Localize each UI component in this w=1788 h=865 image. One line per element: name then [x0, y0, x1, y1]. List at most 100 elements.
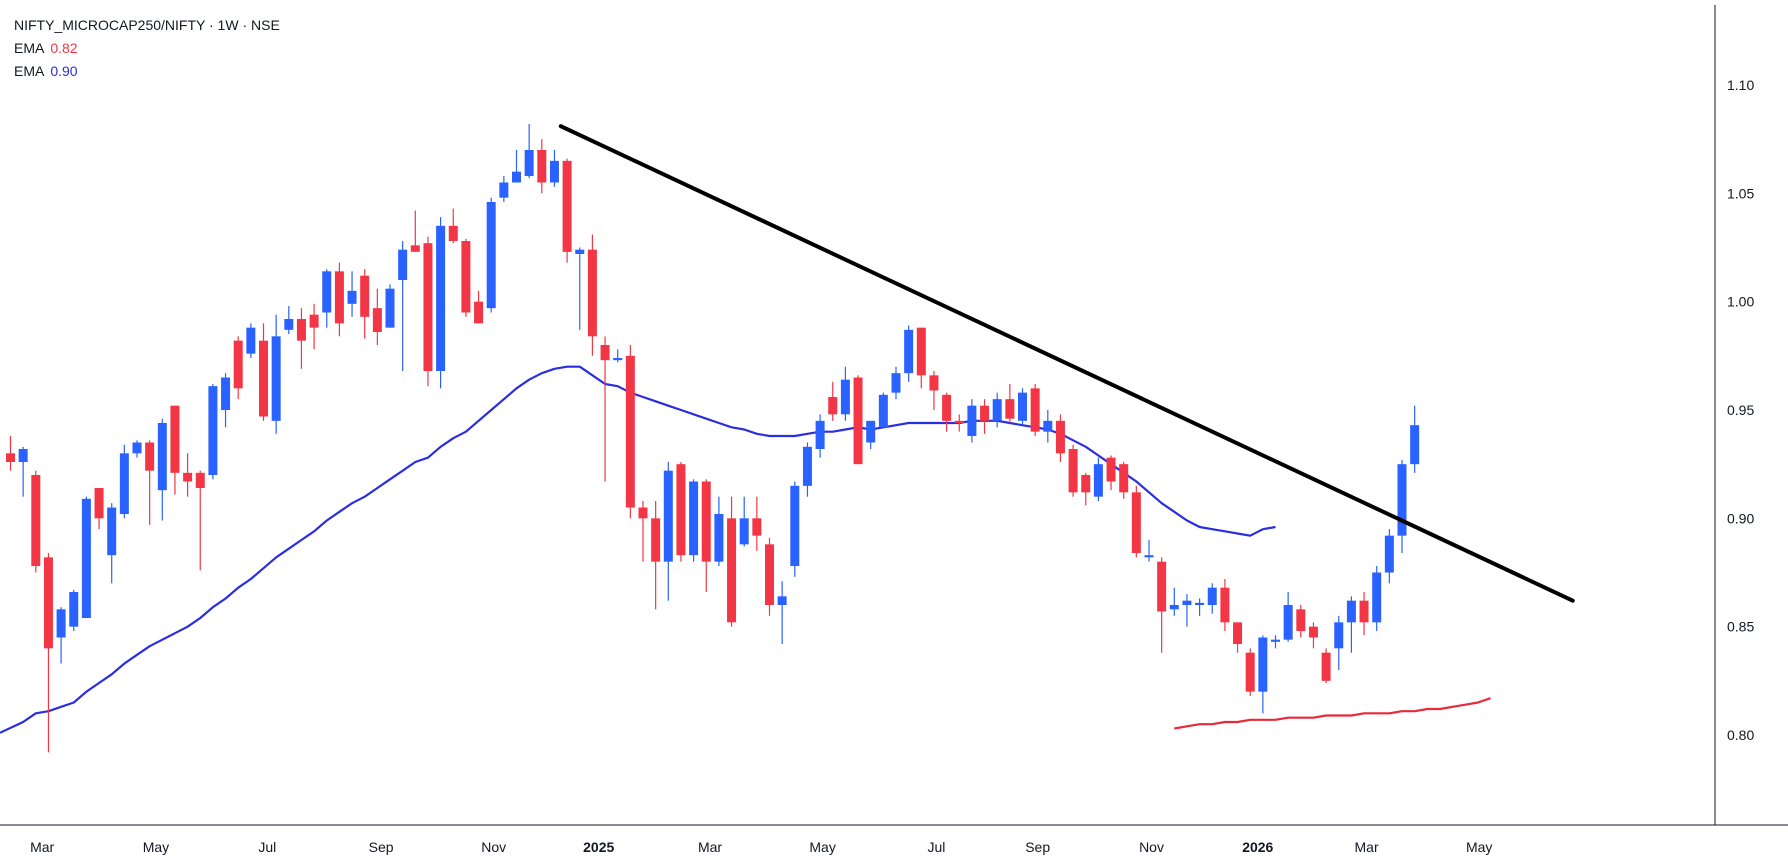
candle	[714, 496, 724, 566]
x-tick-label: May	[809, 839, 835, 855]
ema-blue-legend: EMA 0.90	[14, 60, 280, 83]
candle	[752, 496, 762, 551]
candle	[676, 462, 686, 562]
candle-body	[94, 488, 104, 519]
candle	[423, 236, 433, 387]
candle	[221, 373, 231, 428]
candle-body	[765, 544, 774, 605]
candle	[1093, 457, 1103, 501]
candle	[1055, 414, 1065, 462]
x-tick-label: May	[1466, 839, 1492, 855]
candle	[1207, 583, 1217, 614]
candle-body	[259, 340, 268, 417]
candle	[625, 345, 635, 519]
candle-body	[1283, 605, 1293, 640]
candle-body	[1030, 388, 1040, 432]
candle	[524, 124, 534, 179]
candle-body	[499, 182, 509, 198]
candle	[1043, 410, 1053, 443]
candle-body	[1043, 420, 1053, 432]
candle-body	[777, 596, 787, 605]
candle	[537, 139, 547, 194]
candle-body	[1106, 457, 1116, 482]
candle-body	[81, 498, 91, 618]
candle-body	[904, 329, 914, 374]
candle	[1296, 605, 1306, 638]
candle-body	[1220, 587, 1230, 623]
candle	[1220, 579, 1230, 631]
candle-body	[233, 340, 243, 389]
candle	[942, 392, 952, 432]
candle	[562, 158, 572, 263]
candle	[436, 217, 446, 389]
x-tick-label: 2026	[1242, 839, 1273, 855]
candle	[1321, 648, 1331, 683]
candle-body	[1334, 622, 1344, 649]
y-tick-label: 1.00	[1727, 294, 1754, 310]
candle-body	[878, 394, 888, 428]
candle	[448, 208, 458, 244]
x-tick-label: Sep	[369, 839, 394, 855]
candle	[765, 537, 774, 616]
candle-body	[1157, 561, 1167, 612]
ema-red-line	[1174, 697, 1491, 730]
candle-body	[967, 405, 977, 436]
candle-body	[31, 475, 41, 566]
candle	[1081, 472, 1091, 506]
candle-body	[410, 245, 420, 252]
candle	[1030, 384, 1040, 436]
candle-body	[929, 375, 939, 391]
candle-body	[461, 241, 471, 313]
candle	[372, 288, 382, 345]
candle	[828, 381, 838, 421]
candle	[81, 496, 91, 618]
x-tick-label: Nov	[1139, 839, 1164, 855]
candle-body	[1308, 626, 1318, 638]
candle-body	[676, 464, 686, 556]
candle-body	[18, 449, 28, 462]
candle	[727, 496, 737, 627]
candle	[701, 479, 711, 592]
candle-body	[512, 171, 521, 183]
candle-body	[398, 249, 408, 280]
candle	[651, 501, 661, 610]
candle-body	[942, 394, 952, 421]
candle-body	[107, 507, 117, 556]
candle-body	[1055, 420, 1065, 454]
candle	[739, 496, 749, 547]
trend-layer	[558, 124, 1575, 603]
candle-body	[663, 470, 673, 562]
candle-body	[739, 518, 749, 545]
candle	[1384, 529, 1394, 584]
candle-body	[208, 386, 218, 475]
candle	[233, 336, 243, 400]
candle-body	[1372, 572, 1382, 623]
candle-body	[474, 301, 484, 324]
candle	[1271, 635, 1280, 649]
candle-body	[562, 160, 572, 252]
candle	[1005, 384, 1015, 423]
candle-body	[625, 355, 635, 508]
x-tick-label: Mar	[30, 839, 54, 855]
candle	[1283, 592, 1293, 642]
candle-body	[1233, 622, 1243, 644]
candle	[967, 399, 977, 443]
candle-body	[651, 518, 661, 562]
y-tick-label: 0.90	[1727, 510, 1754, 526]
candle	[549, 150, 559, 187]
chart-legend: NIFTY_MICROCAP250/NIFTY · 1W · NSE EMA 0.…	[14, 14, 280, 83]
candle-body	[1119, 464, 1129, 493]
candle-body	[1359, 600, 1369, 623]
candle-body	[69, 592, 79, 627]
candle	[663, 462, 673, 601]
candle-body	[246, 327, 256, 354]
candle-body	[360, 275, 370, 317]
candle	[929, 371, 939, 410]
candle-body	[1182, 600, 1192, 605]
candle-body	[486, 202, 496, 309]
candle-body	[714, 514, 724, 562]
candle-body	[828, 397, 838, 415]
candle-body	[916, 327, 926, 376]
candle	[1346, 596, 1356, 653]
